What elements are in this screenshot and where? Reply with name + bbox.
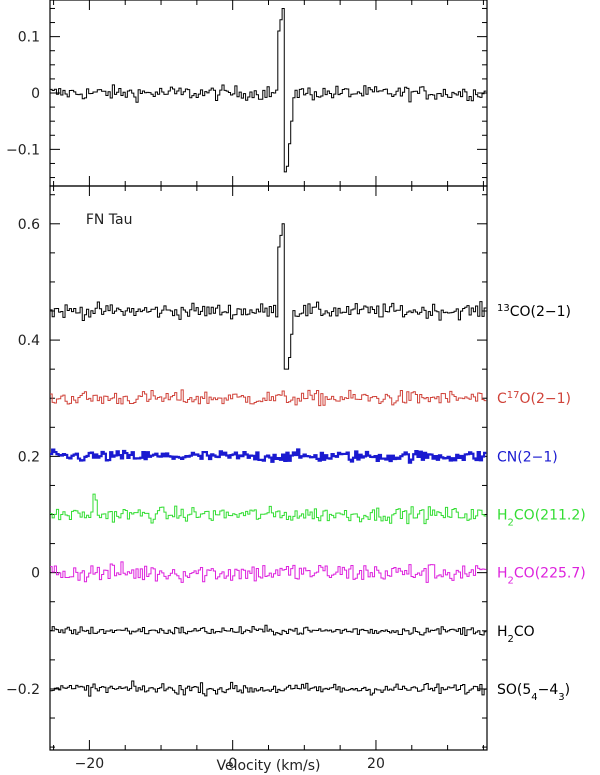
bottom-panel: −0.2 0 0.2 0.4 0.6 −20 0 20 Velocity (km/s) FN Ta… <box>6 185 586 774</box>
series-4-line <box>50 561 487 583</box>
bottom-frame <box>49 185 488 751</box>
y-tick-label: −0.1 <box>6 142 40 158</box>
source-annotation: FN Tau <box>86 212 133 228</box>
x-tick-label: −20 <box>75 756 105 772</box>
series-label: 13CO(2−1) <box>497 303 571 321</box>
top-spectrum-line <box>50 7 487 173</box>
series-5-line <box>50 624 487 636</box>
series-label: H2CO <box>497 624 535 645</box>
series-label: C17O(2−1) <box>497 390 571 408</box>
y-tick-label: 0 <box>31 86 40 102</box>
x-tick-label: 0 <box>228 756 237 772</box>
y-tick-label: 0.2 <box>18 449 40 465</box>
series-2-line <box>50 448 487 464</box>
top-panel: −0.1 0 0.1 <box>6 0 488 187</box>
x-tick-label: 20 <box>367 756 385 772</box>
series-1-line <box>50 389 487 407</box>
y-tick-label: 0.1 <box>18 30 40 46</box>
y-tick-label: 0.6 <box>18 217 40 233</box>
series-3-line <box>50 493 487 525</box>
series-label: SO(54−43) <box>497 682 570 703</box>
series-label: H2CO(211.2) <box>497 508 586 529</box>
series-6-line <box>50 680 487 697</box>
y-tick-label: 0 <box>31 566 40 582</box>
series-label: H2CO(225.7) <box>497 566 586 587</box>
top-frame <box>49 0 488 187</box>
x-axis-label: Velocity (km/s) <box>216 758 320 774</box>
series-label: CN(2−1) <box>497 449 558 465</box>
series-0-line <box>50 223 487 370</box>
y-tick-label: −0.2 <box>6 682 40 698</box>
y-tick-label: 0.4 <box>18 333 40 349</box>
